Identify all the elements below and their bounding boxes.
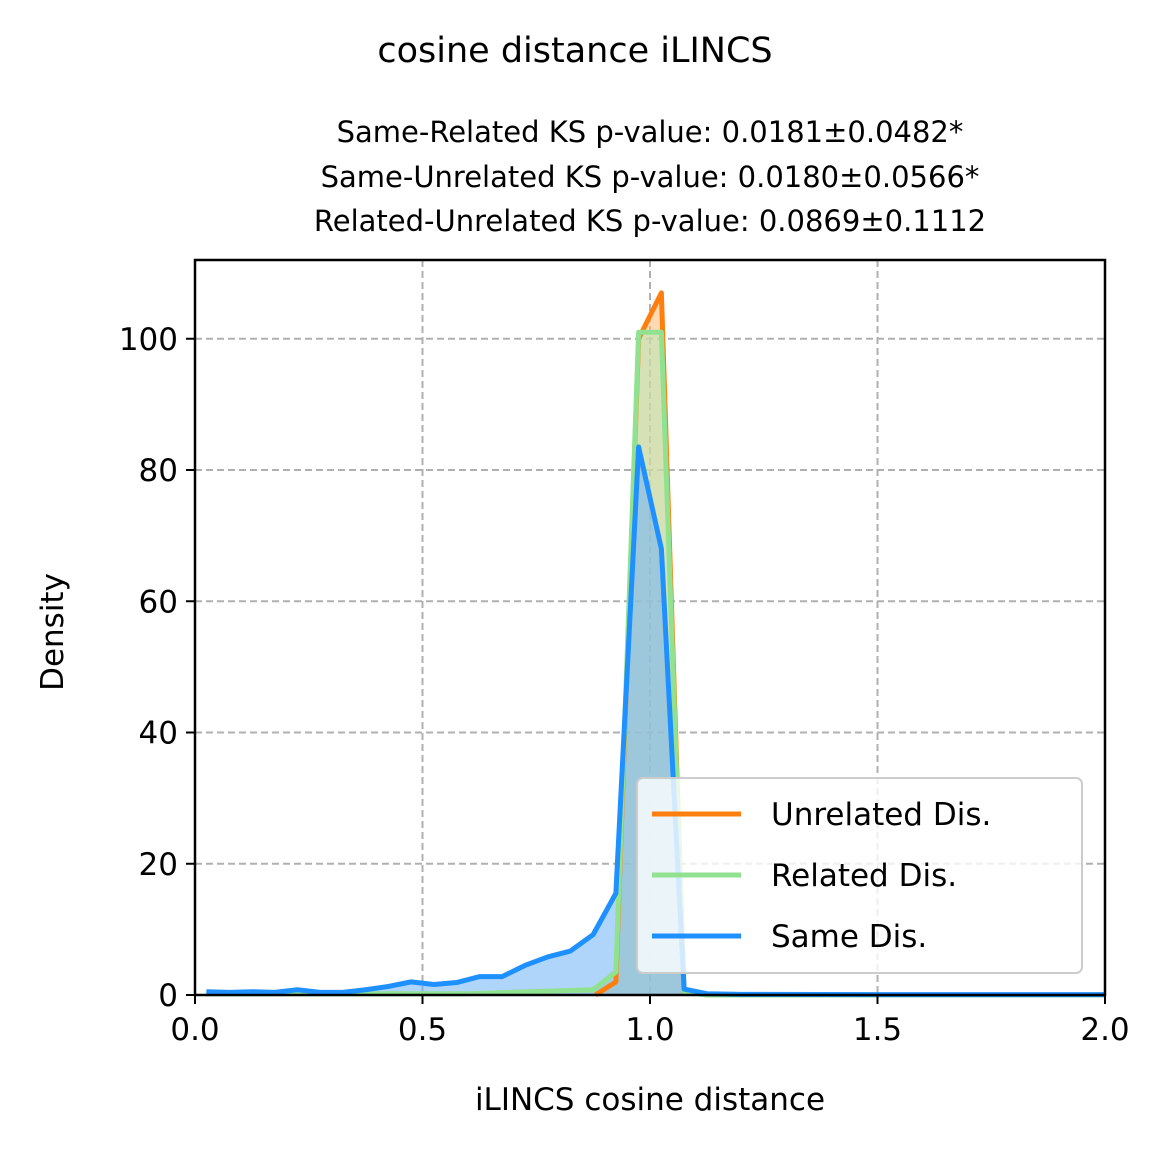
series-fill-same-dis	[206, 447, 1105, 995]
x-tick-label: 0.0	[170, 1012, 219, 1048]
x-tick-label: 2.0	[1080, 1012, 1129, 1048]
y-tick-label: 60	[139, 584, 178, 620]
legend-label-unrelated-dis: Unrelated Dis.	[771, 797, 991, 833]
subtitle-line-2: Same-Unrelated KS p-value: 0.0180±0.0566…	[321, 160, 980, 194]
y-tick-label: 80	[139, 453, 178, 489]
x-axis-label: iLINCS cosine distance	[475, 1082, 825, 1118]
subtitle-line-3: Related-Unrelated KS p-value: 0.0869±0.1…	[314, 204, 986, 238]
subtitle-line-1: Same-Related KS p-value: 0.0181±0.0482*	[337, 115, 964, 149]
x-tick-label: 0.5	[398, 1012, 447, 1048]
x-tick-label: 1.0	[625, 1012, 674, 1048]
legend-box	[636, 777, 1083, 974]
x-tick-label: 1.5	[853, 1012, 902, 1048]
y-tick-label: 0	[158, 978, 178, 1014]
axis-ticks: 0.0 0.5 1.0 1.5 2.0 0 20 40 60 80 100	[119, 322, 1130, 1048]
y-tick-label: 100	[119, 322, 178, 358]
chart-title: cosine distance iLINCS	[377, 31, 772, 71]
y-tick-label: 40	[139, 716, 178, 752]
legend: Unrelated Dis. Related Dis. Same Dis.	[636, 777, 1083, 974]
y-axis-label: Density	[35, 573, 71, 691]
y-tick-label: 20	[139, 847, 178, 883]
legend-label-same-dis: Same Dis.	[771, 919, 927, 955]
legend-label-related-dis: Related Dis.	[771, 858, 957, 894]
